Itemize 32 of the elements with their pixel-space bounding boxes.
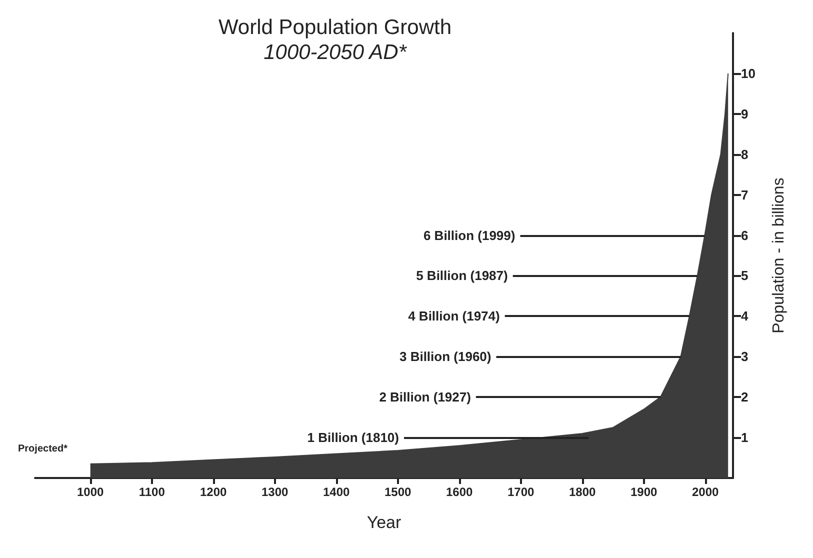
y-tick-label: 10 xyxy=(741,66,756,81)
y-axis-title: Population - in billions xyxy=(770,178,788,334)
y-tick-label: 6 xyxy=(741,228,748,243)
x-axis-title: Year xyxy=(366,513,402,532)
annotation: Projected* xyxy=(18,444,68,454)
y-tick-label: 2 xyxy=(741,390,748,405)
x-tick-label: 1600 xyxy=(446,485,474,499)
y-tick-label: 4 xyxy=(741,308,749,324)
x-tick-label: 1400 xyxy=(322,485,350,499)
y-tick-label: 8 xyxy=(741,146,748,162)
x-tick-label: 1700 xyxy=(507,485,535,499)
annotation: 4 Billion (1974) xyxy=(408,308,500,324)
chart-subtitle: 1000-2050 AD* xyxy=(264,41,408,64)
y-tick-label: 7 xyxy=(741,187,748,202)
x-tick-label: 1000 xyxy=(76,485,104,499)
x-tick-label: 1900 xyxy=(630,485,658,499)
x-tick-label: 1300 xyxy=(261,485,289,499)
x-tick-label: 2000 xyxy=(692,485,719,499)
y-tick-label: 9 xyxy=(741,106,748,122)
x-tick-label: 1100 xyxy=(138,485,166,499)
x-tick-label: 1800 xyxy=(568,485,596,499)
y-tick-label: 1 xyxy=(741,430,748,446)
y-tick-label: 5 xyxy=(741,268,748,284)
y-tick-label: 3 xyxy=(741,349,748,364)
x-tick-label: 1200 xyxy=(200,485,228,499)
chart-title: World Population Growth xyxy=(218,16,452,39)
annotation: 3 Billion (1960) xyxy=(399,349,492,364)
x-tick-label: 1500 xyxy=(384,485,412,499)
annotation: 6 Billion (1999) xyxy=(423,228,516,243)
annotation: 1 Billion (1810) xyxy=(307,430,399,446)
annotation: 2 Billion (1927) xyxy=(379,390,471,405)
annotation: 5 Billion (1987) xyxy=(416,268,508,284)
